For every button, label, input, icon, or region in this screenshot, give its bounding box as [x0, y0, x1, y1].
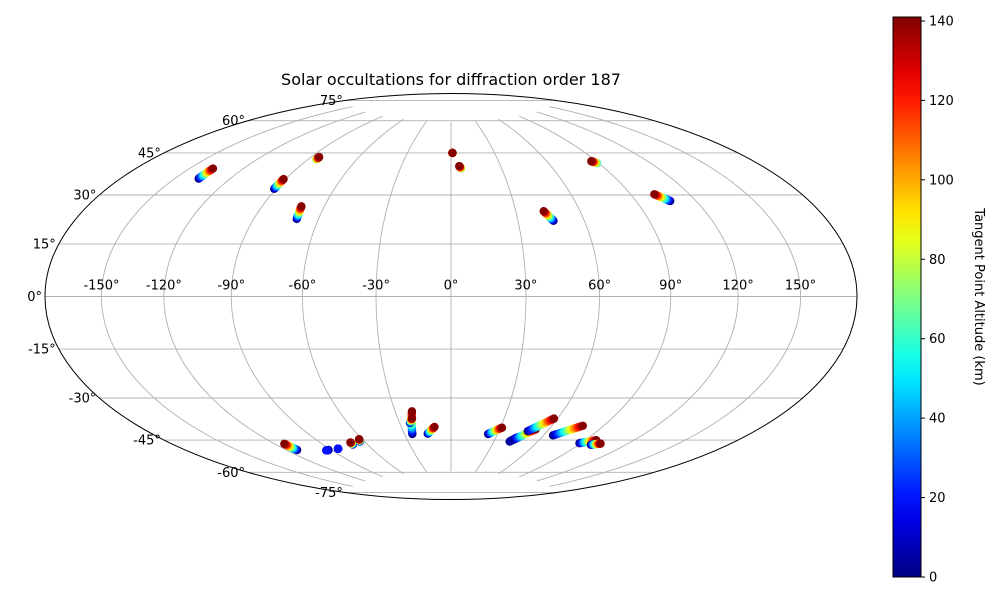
data-point: [407, 407, 417, 416]
y-tick-label: 30°: [73, 189, 96, 204]
data-point: [596, 439, 605, 448]
y-tick-label: 15°: [33, 238, 56, 253]
data-point: [650, 190, 659, 199]
data-point: [448, 148, 457, 158]
x-tick-label: -150°: [83, 279, 119, 294]
x-tick-label: -30°: [362, 279, 390, 294]
colorbar-tick-label: 0: [929, 571, 937, 586]
chart-title: Solar occultations for diffraction order…: [281, 70, 621, 89]
colorbar-tick-label: 140: [929, 15, 954, 30]
colorbar-tick-label: 80: [929, 253, 946, 268]
data-point: [322, 446, 331, 455]
colorbar: 0 20 40 60 80 100 120 140 Tangent Point Altitude…: [892, 15, 986, 586]
x-tick-label: 0°: [444, 279, 459, 294]
data-point: [354, 435, 364, 444]
data-point: [333, 444, 343, 453]
data-point: [407, 414, 417, 423]
x-tick-label: -120°: [146, 279, 182, 294]
y-tick-label: 75°: [320, 94, 343, 109]
x-tick-label: -90°: [217, 279, 245, 294]
colorbar-tick-label: 60: [929, 332, 946, 347]
colorbar-tick-label: 20: [929, 491, 946, 506]
data-point: [497, 423, 507, 432]
data-points: [194, 148, 675, 455]
data-point: [280, 439, 289, 449]
colorbar-label: Tangent Point Altitude (km): [971, 207, 986, 385]
data-point: [430, 422, 439, 432]
data-point: [549, 414, 559, 423]
y-tick-label: 60°: [222, 114, 245, 129]
x-tick-label: 150°: [785, 279, 816, 294]
x-tick-label: 90°: [659, 279, 682, 294]
data-point: [297, 202, 306, 211]
y-tick-label: -45°: [133, 434, 161, 449]
data-point: [346, 438, 355, 447]
y-tick-label: 45°: [138, 147, 161, 162]
y-tick-label: 0°: [27, 290, 42, 305]
data-point: [455, 161, 464, 171]
y-tick-label: -60°: [217, 466, 245, 481]
colorbar-tick-label: 100: [929, 173, 954, 188]
data-point: [314, 152, 324, 162]
tick-labels: -150° -120° -90° -60° -30° 0° 30° 60° 90° 120° 150…: [27, 94, 816, 501]
data-point: [587, 157, 596, 166]
data-point: [279, 174, 288, 184]
map-outline: [44, 93, 858, 500]
data-point: [578, 421, 587, 430]
x-tick-label: 120°: [722, 279, 753, 294]
colorbar-tick-label: 40: [929, 412, 946, 427]
colorbar-tick-label: 120: [929, 94, 954, 109]
x-tick-label: 60°: [588, 279, 611, 294]
data-point: [539, 207, 548, 216]
y-tick-label: -15°: [28, 343, 56, 358]
x-tick-label: 30°: [514, 279, 537, 294]
grid-lines: [44, 93, 858, 500]
y-tick-label: -75°: [315, 486, 343, 501]
x-tick-label: -60°: [289, 279, 317, 294]
y-tick-label: -30°: [69, 392, 97, 407]
colorbar-gradient: [892, 16, 922, 578]
data-point: [208, 164, 218, 173]
